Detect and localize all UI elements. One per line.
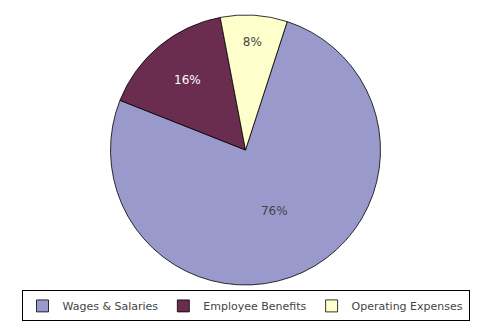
svg-text:Employee Benefits: Employee Benefits	[203, 300, 306, 313]
svg-text:Wages & Salaries: Wages & Salaries	[63, 300, 159, 313]
svg-text:16%: 16%	[174, 73, 201, 87]
svg-text:76%: 76%	[261, 204, 288, 218]
svg-text:8%: 8%	[243, 35, 262, 49]
svg-text:Operating Expenses: Operating Expenses	[352, 300, 463, 313]
